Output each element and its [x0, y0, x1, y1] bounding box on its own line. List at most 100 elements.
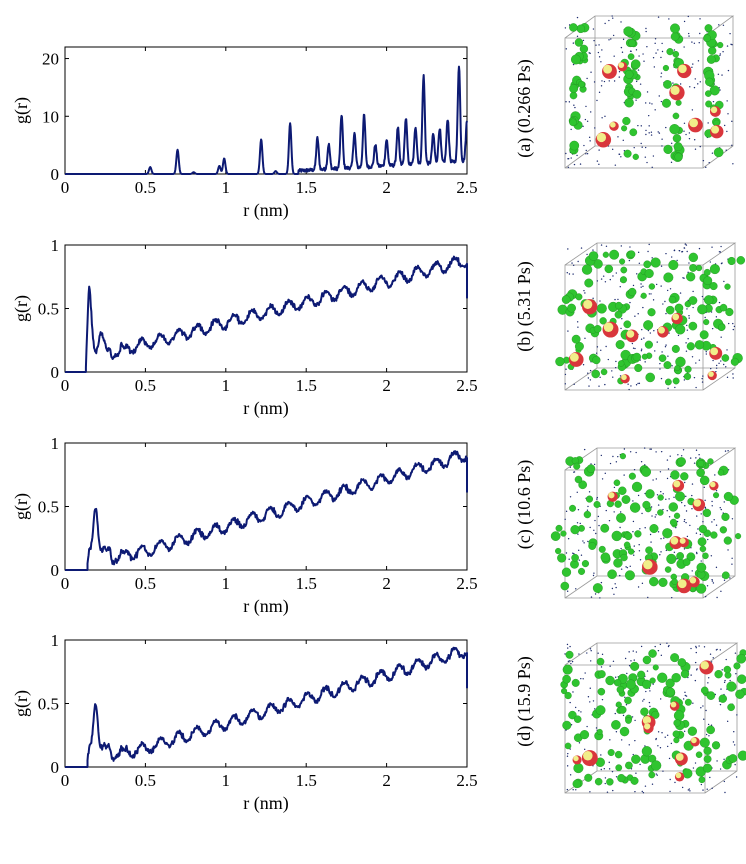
atom-dot	[620, 21, 622, 23]
atom-dot	[685, 342, 687, 344]
atom-dot	[673, 496, 675, 499]
green-cluster-atom	[623, 320, 632, 329]
atom-dot	[688, 262, 690, 264]
x-tick-label: 2	[382, 178, 391, 197]
atom-dot	[661, 351, 663, 353]
green-cluster-atom	[728, 754, 738, 763]
y-tick-label: 1	[51, 236, 60, 255]
atom-dot	[564, 383, 567, 385]
atom-dot	[717, 73, 720, 75]
green-cluster-atom	[630, 776, 639, 785]
atom-dot	[696, 552, 698, 555]
atom-dot	[564, 373, 567, 376]
green-cluster-atom	[723, 536, 732, 545]
atom-dot	[688, 315, 690, 317]
atom-dot	[601, 478, 604, 480]
green-cluster-atom	[578, 567, 586, 575]
atom-dot	[614, 583, 616, 585]
atom-dot	[650, 448, 652, 450]
atom-dot	[695, 647, 698, 649]
green-cluster-atom	[631, 481, 643, 492]
green-cluster-atom	[672, 730, 680, 738]
atom-dot	[689, 86, 691, 88]
atom-dot	[661, 138, 663, 140]
green-cluster-atom	[614, 750, 623, 759]
green-cluster-atom	[650, 760, 662, 771]
atom-dot	[715, 367, 718, 369]
atom-dot	[595, 532, 597, 535]
atom-dot	[665, 344, 667, 346]
green-cluster-atom	[649, 524, 659, 534]
atom-dot	[600, 61, 602, 63]
atom-dot	[709, 776, 711, 779]
atom-dot	[707, 682, 709, 684]
x-tick-label: 0.5	[135, 376, 156, 395]
green-cluster-atom	[641, 746, 653, 757]
atom-dot	[703, 486, 705, 489]
atom-dot	[677, 334, 680, 337]
atom-dot	[597, 652, 599, 654]
snapshot-b	[555, 242, 746, 391]
green-cluster-atom	[668, 259, 679, 271]
green-cluster-atom	[561, 295, 571, 304]
atom-dot	[572, 42, 575, 44]
atom-dot	[567, 158, 570, 160]
atom-dot	[685, 495, 687, 498]
atom-dot	[570, 662, 572, 665]
atom-dot	[685, 133, 687, 136]
atom-dot	[640, 461, 643, 463]
atom-dot	[569, 701, 571, 704]
atom-dot	[657, 731, 660, 733]
y-axis-label: g(r)	[11, 295, 32, 322]
atom-dot	[655, 773, 657, 775]
atom-dot	[601, 49, 603, 51]
atom-dot	[570, 128, 572, 131]
green-cluster-atom	[650, 257, 661, 268]
atom-dot	[637, 382, 639, 385]
x-tick-label: 1	[222, 771, 231, 790]
green-cluster-atom	[658, 354, 667, 363]
atom-dot	[625, 704, 628, 706]
atom-dot	[683, 130, 685, 132]
atom-dot	[667, 468, 670, 470]
atom-dot	[604, 777, 607, 779]
green-cluster-atom	[618, 486, 627, 495]
green-cluster-atom	[576, 24, 586, 34]
green-cluster-atom	[583, 510, 592, 519]
atom-dot	[719, 703, 722, 706]
atom-dot	[600, 454, 603, 457]
atom-dot	[638, 55, 640, 57]
green-cluster-atom	[623, 149, 632, 158]
atom-dot	[629, 565, 631, 567]
atom-dot	[682, 449, 685, 451]
green-cluster-atom	[578, 80, 585, 88]
atom-dot	[727, 113, 729, 115]
atom-dot	[600, 768, 602, 771]
atom-dot	[668, 757, 671, 760]
atom-dot	[723, 681, 726, 684]
atom-dot	[695, 551, 698, 554]
green-cluster-atom	[600, 523, 610, 533]
atom-dot	[598, 44, 600, 46]
green-cluster-atom	[632, 153, 639, 160]
atom-dot	[576, 16, 579, 19]
atom-dot	[588, 385, 590, 387]
green-cluster-atom	[686, 552, 696, 562]
green-cluster-atom	[718, 694, 727, 703]
atom-dot	[662, 303, 664, 305]
atom-dot	[720, 590, 722, 593]
atom-dot	[685, 695, 688, 697]
green-cluster-atom	[688, 321, 698, 331]
atom-dot	[666, 477, 669, 480]
atom-dot	[589, 660, 592, 662]
green-cluster-atom	[579, 44, 589, 54]
atom-dot	[715, 364, 718, 367]
atom-dot	[656, 341, 658, 343]
green-cluster-atom	[628, 287, 637, 297]
atom-dot	[723, 780, 726, 783]
atom-dot	[598, 56, 601, 58]
atom-dot	[677, 454, 679, 456]
atom-dot	[583, 448, 586, 451]
atom-dot	[703, 718, 705, 720]
green-cluster-atom	[648, 649, 657, 658]
